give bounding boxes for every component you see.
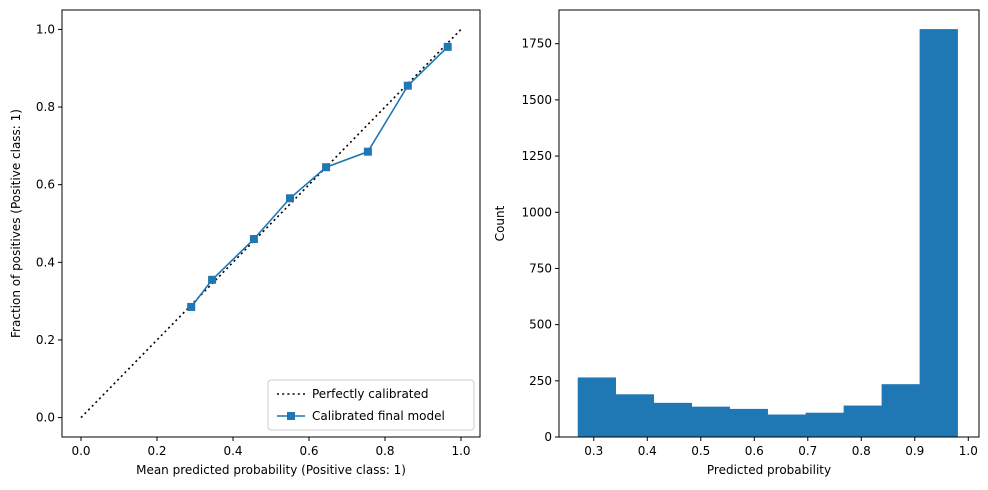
y-tick-label: 1750: [521, 37, 552, 51]
x-tick-label: 0.2: [147, 444, 166, 458]
x-tick-label: 1.0: [959, 444, 978, 458]
y-axis-label: Fraction of positives (Positive class: 1…: [9, 109, 23, 338]
right-axes-frame: [558, 9, 980, 438]
y-axis-label: Count: [493, 205, 507, 241]
histogram-bar: [843, 405, 882, 437]
histogram-bar: [577, 377, 617, 437]
x-axis-label: Predicted probability: [707, 463, 831, 477]
calibrated-model-line: [190, 46, 449, 308]
y-tick-label: 0: [544, 430, 552, 444]
x-tick-label: 0.3: [584, 444, 603, 458]
x-tick-label: 0.6: [745, 444, 764, 458]
y-tick-label: 0.6: [36, 178, 55, 192]
histogram-bar: [729, 408, 768, 437]
histogram-bar: [691, 406, 730, 437]
x-tick-label: 0.4: [223, 444, 242, 458]
y-tick-label: 0.8: [36, 100, 55, 114]
y-tick-label: 0.2: [36, 333, 55, 347]
legend-box: [267, 379, 475, 431]
y-tick-label: 1500: [521, 93, 552, 107]
legend: Perfectly calibrated Calibrated final mod…: [267, 379, 475, 431]
calibrated-model-point: [208, 275, 217, 284]
y-tick-label: 0.4: [36, 255, 55, 269]
y-tick-label: 250: [529, 374, 552, 388]
y-tick-label: 1250: [521, 149, 552, 163]
legend-square-marker: [287, 412, 295, 420]
calibrated-model-point: [322, 163, 331, 172]
x-tick-label: 1.0: [451, 444, 470, 458]
histogram-bar: [615, 394, 655, 437]
histogram-plot: 0.3 0.4 0.5 0.6 0.7 0.8 0.9 1.0 0 250 500 750 1000 12…: [493, 9, 980, 477]
y-tick-label: 0.0: [36, 411, 55, 425]
calibrated-model-point: [187, 302, 196, 311]
x-tick-label: 0.4: [638, 444, 657, 458]
x-tick-label: 0.9: [905, 444, 924, 458]
left-axes-frame: [61, 9, 481, 438]
calibration-plot: 0.0 0.2 0.4 0.6 0.8 1.0 0.0 0.2 0.4 0.6 0.8 1.0 Mean…: [9, 9, 481, 477]
histogram-bar: [881, 384, 920, 437]
x-tick-label: 0.6: [299, 444, 318, 458]
x-tick-label: 0.8: [375, 444, 394, 458]
x-axis-label: Mean predicted probability (Positive cla…: [136, 463, 406, 477]
calibrated-model-point: [443, 42, 452, 51]
histogram-bar: [805, 412, 844, 437]
histogram-bar: [767, 414, 806, 437]
calibrated-model-point: [403, 81, 412, 90]
y-tick-label: 1.0: [36, 22, 55, 36]
perfectly-calibrated-line: [80, 28, 462, 419]
y-tick-label: 1000: [521, 205, 552, 219]
x-tick-label: 0.5: [691, 444, 710, 458]
x-tick-label: 0.8: [852, 444, 871, 458]
y-tick-label: 750: [529, 261, 552, 275]
y-tick-label: 500: [529, 318, 552, 332]
calibrated-model-point: [363, 147, 372, 156]
calibrated-model-point: [286, 194, 294, 203]
legend-label: Perfectly calibrated: [312, 387, 429, 401]
x-tick-label: 0.0: [71, 444, 90, 458]
histogram-bar: [653, 402, 692, 437]
x-tick-label: 0.7: [798, 444, 817, 458]
calibrated-model-point: [249, 235, 258, 244]
legend-label: Calibrated final model: [312, 409, 445, 423]
histogram-bar: [919, 29, 958, 437]
